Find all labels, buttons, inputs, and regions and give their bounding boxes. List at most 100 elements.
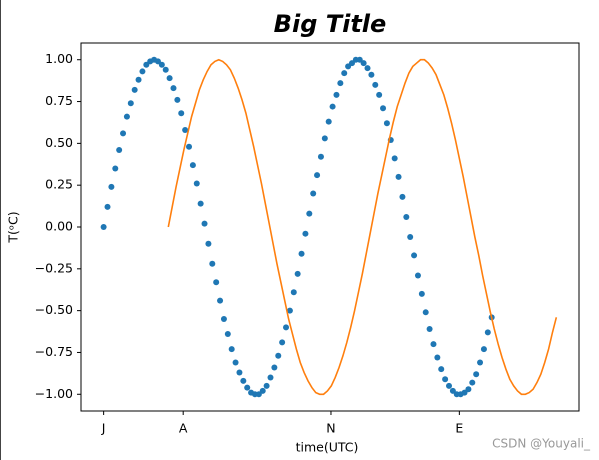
scatter-point [135, 76, 142, 83]
scatter-point [290, 289, 297, 296]
scatter-point [321, 135, 328, 142]
scatter-point [283, 324, 290, 331]
scatter-point [112, 165, 119, 172]
scatter-point [446, 382, 453, 389]
scatter-point [298, 250, 305, 257]
scatter-point [217, 297, 224, 304]
scatter-point [348, 60, 355, 67]
scatter-point [205, 240, 212, 247]
watermark: CSDN @Youyali_ [492, 437, 591, 451]
scatter-point [228, 346, 235, 353]
scatter-point [240, 377, 247, 384]
scatter-point [182, 126, 189, 133]
scatter-point [186, 143, 193, 150]
scatter-point [407, 234, 414, 241]
scatter-point [341, 70, 348, 77]
scatter-point [166, 75, 173, 82]
scatter-point [325, 118, 332, 125]
scatter-point [306, 210, 313, 217]
scatter-point [442, 376, 449, 383]
y-tick-label: 0.25 [45, 177, 73, 192]
scatter-point [170, 85, 177, 92]
x-axis-label: time(UTC) [296, 440, 359, 455]
scatter-point [399, 193, 406, 200]
x-tick-label: N [326, 421, 335, 436]
scatter-point [383, 120, 390, 127]
scatter-point [263, 382, 270, 389]
scatter-point [123, 113, 130, 120]
y-tick-label: −1.00 [35, 386, 73, 401]
scatter-point [271, 364, 278, 371]
scatter-point [116, 147, 123, 154]
scatter-point [473, 371, 480, 378]
scatter-point [310, 190, 317, 197]
y-tick-label: −0.75 [35, 344, 73, 359]
scatter-point [224, 331, 231, 338]
scatter-point [174, 96, 181, 103]
scatter-point [333, 91, 340, 98]
scatter-point [108, 183, 115, 190]
scatter-point [438, 366, 445, 373]
scatter-point [154, 58, 161, 65]
scatter-point [403, 213, 410, 220]
plot-frame [80, 42, 580, 412]
scatter-point [411, 252, 418, 259]
scatter-point [372, 81, 379, 88]
scatter-point [480, 346, 487, 353]
x-tick-label: A [179, 421, 188, 436]
scatter-point [302, 230, 309, 237]
scatter-point [395, 173, 402, 180]
scatter-point [209, 260, 216, 267]
scatter-point [368, 71, 375, 78]
scatter-point [360, 60, 367, 67]
scatter-point [418, 290, 425, 297]
scatter-point [100, 224, 107, 230]
scatter-point [127, 100, 134, 107]
scatter-point [275, 352, 282, 359]
y-tick-label: 0.00 [45, 219, 73, 234]
line [167, 58, 558, 396]
scatter-point [329, 103, 336, 110]
y-axis-label: T(ᵒC) [6, 211, 21, 243]
scatter-point [201, 220, 208, 227]
scatter-point [317, 153, 324, 160]
scatter-point [158, 61, 165, 68]
scatter-point [314, 172, 321, 179]
scatter-point [255, 391, 262, 398]
scatter-point [469, 379, 476, 386]
scatter-point [465, 386, 472, 393]
scatter-point [461, 389, 468, 396]
scatter-point [364, 65, 371, 72]
x-tick-label: E [455, 421, 463, 436]
y-tick-label: 1.00 [45, 51, 73, 66]
scatter-point [434, 354, 441, 361]
scatter-point [178, 110, 185, 117]
scatter-point [337, 80, 344, 87]
scatter-point [279, 339, 286, 346]
scatter-point [294, 270, 301, 277]
y-tick-label: 0.75 [45, 93, 73, 108]
y-tick-label: −0.50 [35, 302, 73, 317]
scatter-point [139, 68, 146, 75]
y-tick-label: 0.50 [45, 135, 73, 150]
scatter-point [193, 180, 200, 187]
scatter-point [220, 316, 227, 322]
scatter-point [143, 61, 150, 68]
scatter-point [422, 309, 429, 316]
scatter-point [259, 387, 266, 394]
scatter-point [391, 155, 398, 162]
scatter-point [414, 272, 421, 279]
scatter-point [189, 162, 196, 169]
chart-title: Big Title [274, 10, 387, 38]
scatter-point [345, 63, 352, 70]
scatter-point [356, 56, 363, 63]
scatter-point [162, 66, 169, 73]
scatter-point [376, 91, 383, 98]
scatter-point [380, 105, 387, 112]
y-tick-label: −0.25 [35, 260, 73, 275]
scatter-point [197, 200, 204, 207]
x-tick-label: J [101, 421, 106, 436]
scatter-point [131, 86, 138, 93]
